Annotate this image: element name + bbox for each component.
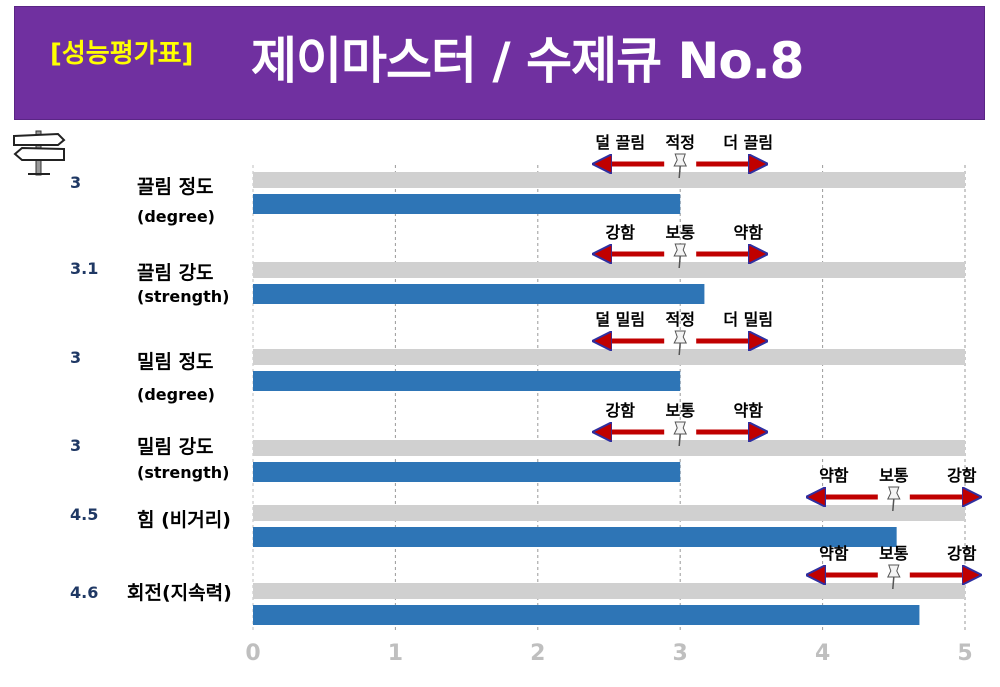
scale-label-left: 강함 bbox=[605, 223, 635, 242]
pin-head bbox=[886, 564, 901, 578]
row-label: 끌림 정도 bbox=[137, 176, 214, 198]
x-tick-label: 4 bbox=[815, 641, 830, 666]
row-sublabel: (strength) bbox=[137, 463, 230, 482]
track-bar bbox=[253, 583, 965, 599]
x-tick-label: 0 bbox=[245, 641, 260, 666]
track-bar bbox=[253, 505, 965, 521]
pushpin-icon bbox=[673, 421, 688, 447]
row-score: 4.5 bbox=[70, 505, 99, 524]
scale-label-left: 덜 끌림 bbox=[595, 133, 645, 152]
scale-label-mid: 적정 bbox=[665, 310, 694, 329]
page-title: 제이마스터 / 수제큐 No.8 bbox=[251, 32, 804, 90]
title-banner: [성능평가표] 제이마스터 / 수제큐 No.8 bbox=[14, 6, 985, 120]
signpost-icon bbox=[13, 130, 66, 176]
scale-label-right: 약함 bbox=[733, 223, 763, 242]
pin-needle bbox=[678, 342, 681, 356]
scale-label-mid: 보통 bbox=[665, 401, 695, 420]
pushpin-icon bbox=[673, 153, 688, 179]
pin-head bbox=[673, 330, 688, 344]
row-score: 3 bbox=[70, 348, 82, 367]
pin-needle bbox=[892, 576, 895, 590]
scale-label-right: 더 끌림 bbox=[723, 133, 773, 152]
x-tick-label: 5 bbox=[957, 641, 972, 666]
x-tick-label: 1 bbox=[388, 641, 403, 666]
track-bar bbox=[253, 172, 965, 188]
row-sublabel: (degree) bbox=[137, 207, 215, 226]
pin-needle bbox=[678, 433, 681, 447]
row-label: 밀림 강도 bbox=[137, 436, 214, 458]
pin-head bbox=[673, 153, 688, 167]
row-score: 3 bbox=[70, 173, 82, 192]
scale-label-mid: 보통 bbox=[879, 466, 909, 485]
pin-head bbox=[886, 486, 901, 500]
pin-head bbox=[673, 243, 688, 257]
scale-label-left: 강함 bbox=[605, 401, 635, 420]
scale-label-left: 약함 bbox=[819, 466, 849, 485]
x-tick-label: 2 bbox=[530, 641, 545, 666]
scale-label-left: 약함 bbox=[819, 544, 849, 563]
value-bar bbox=[253, 605, 920, 625]
pin-needle bbox=[678, 165, 681, 179]
value-bar bbox=[253, 371, 681, 391]
pushpin-icon bbox=[673, 243, 688, 269]
evaluation-tag: [성능평가표] bbox=[50, 39, 194, 69]
track-bar bbox=[253, 440, 965, 456]
pin-head bbox=[673, 421, 688, 435]
row-label: 밀림 정도 bbox=[137, 351, 214, 373]
value-bar bbox=[253, 194, 681, 214]
row-score: 3 bbox=[70, 436, 82, 455]
track-bar bbox=[253, 349, 965, 365]
value-bar bbox=[253, 462, 681, 482]
scale-label-mid: 보통 bbox=[665, 223, 695, 242]
row-label: 끌림 강도 bbox=[137, 262, 214, 284]
row-sublabel: (strength) bbox=[137, 287, 230, 306]
value-bar bbox=[253, 284, 705, 304]
scale-label-right: 강함 bbox=[947, 544, 977, 563]
x-tick-label: 3 bbox=[673, 641, 688, 666]
scale-label-right: 약함 bbox=[733, 401, 763, 420]
row-label: 힘 (비거리) bbox=[137, 509, 231, 531]
scale-label-right: 강함 bbox=[947, 466, 977, 485]
pushpin-icon bbox=[886, 564, 901, 590]
scale-label-mid: 보통 bbox=[879, 544, 909, 563]
pushpin-icon bbox=[673, 330, 688, 356]
pushpin-icon bbox=[886, 486, 901, 512]
pin-needle bbox=[892, 498, 895, 512]
row-label: 회전(지속력) bbox=[127, 582, 232, 604]
track-bar bbox=[253, 262, 965, 278]
row-score: 3.1 bbox=[70, 259, 99, 278]
scale-label-right: 더 밀림 bbox=[723, 310, 773, 329]
row-score: 4.6 bbox=[70, 583, 99, 602]
pin-needle bbox=[678, 255, 681, 269]
value-bar bbox=[253, 527, 897, 547]
scale-label-left: 덜 밀림 bbox=[595, 310, 645, 329]
row-sublabel: (degree) bbox=[137, 385, 215, 404]
scale-label-mid: 적정 bbox=[665, 133, 694, 152]
